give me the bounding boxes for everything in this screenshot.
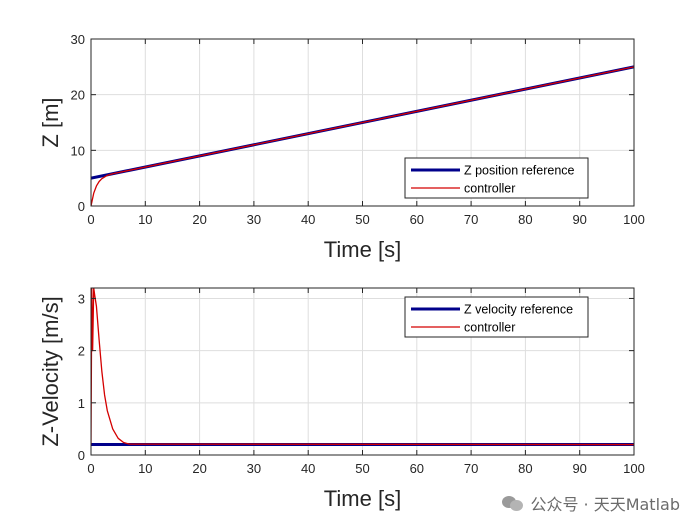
x-tick-label: 20 <box>192 212 206 227</box>
y-tick-label: 2 <box>78 344 85 359</box>
legend-label: Z velocity reference <box>464 303 573 317</box>
x-tick-label: 40 <box>301 461 315 476</box>
x-tick-label: 90 <box>572 212 586 227</box>
x-tick-label: 20 <box>192 461 206 476</box>
x-axis-label: Time [s] <box>324 486 401 511</box>
y-tick-label: 3 <box>78 291 85 306</box>
watermark-text: 公众号 · 天天Matlab <box>530 495 680 514</box>
y-tick-label: 30 <box>71 32 85 47</box>
series-line-controller <box>91 66 634 206</box>
series-line-controller <box>91 288 634 446</box>
x-tick-label: 70 <box>464 461 478 476</box>
y-axis-label: Z-Velocity [m/s] <box>38 296 63 446</box>
x-tick-label: 0 <box>87 461 94 476</box>
legend: Z velocity reference controller <box>404 296 589 338</box>
x-tick-label: 10 <box>138 212 152 227</box>
watermark: 公众号 · 天天Matlab <box>502 491 680 515</box>
x-tick-label: 80 <box>518 212 532 227</box>
x-tick-label: 10 <box>138 461 152 476</box>
y-axis-label: Z [m] <box>38 97 63 147</box>
legend-box <box>404 296 589 338</box>
x-tick-label: 60 <box>410 212 424 227</box>
x-tick-label: 60 <box>410 461 424 476</box>
x-tick-label: 50 <box>355 461 369 476</box>
x-tick-label: 0 <box>87 212 94 227</box>
x-tick-label: 30 <box>247 212 261 227</box>
y-tick-label: 0 <box>78 448 85 463</box>
x-axis-label: Time [s] <box>324 237 401 262</box>
x-tick-label: 70 <box>464 212 478 227</box>
legend-label: Z position reference <box>464 164 575 178</box>
chart-panel-2: 0 10 20 30 40 50 60 70 80 90 100 0 1 2 3 Time [s] Z-Velo… <box>38 287 645 511</box>
x-tick-label: 50 <box>355 212 369 227</box>
y-tick-label: 20 <box>71 88 85 103</box>
x-tick-label: 80 <box>518 461 532 476</box>
legend-label: controller <box>464 321 515 335</box>
x-tick-label: 100 <box>623 461 645 476</box>
legend: Z position reference controller <box>404 157 589 199</box>
x-tick-label: 100 <box>623 212 645 227</box>
wechat-icon <box>502 494 524 512</box>
x-tick-label: 30 <box>247 461 261 476</box>
y-tick-label: 0 <box>78 199 85 214</box>
legend-box <box>404 157 589 199</box>
chart-panel-1: 0 10 20 30 40 50 60 70 80 90 100 0 10 20 30 Time [s] Z [… <box>38 32 645 262</box>
x-tick-label: 90 <box>572 461 586 476</box>
y-tick-label: 1 <box>78 396 85 411</box>
legend-label: controller <box>464 182 515 196</box>
x-tick-label: 40 <box>301 212 315 227</box>
y-tick-label: 10 <box>71 143 85 158</box>
